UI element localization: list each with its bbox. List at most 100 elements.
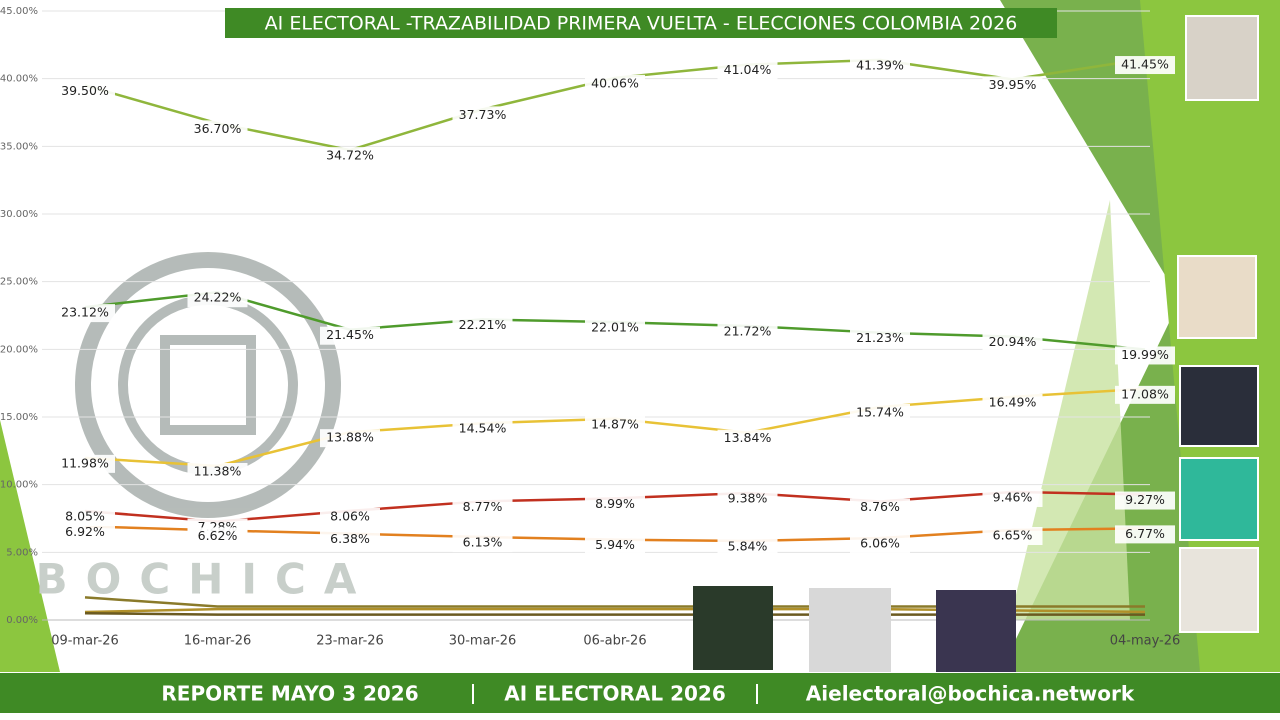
value-label-bg: [452, 498, 513, 517]
value-label-bg: [850, 498, 910, 517]
value-label: 6.62%: [198, 528, 238, 543]
value-label-bg: [452, 534, 513, 553]
value-label: 22.21%: [459, 317, 507, 332]
value-label-bg: [850, 329, 910, 348]
value-label-bg: [452, 316, 513, 335]
value-label-bg: [850, 56, 910, 75]
value-label-bg: [717, 429, 778, 448]
y-tick-label: 45.00%: [0, 6, 38, 17]
value-label-bg: [982, 76, 1043, 95]
x-tick-label: 09-mar-26: [51, 634, 119, 649]
footer-text: Aielectoral@bochica.network: [806, 682, 1135, 706]
value-label-bg: [1115, 346, 1175, 365]
value-label: 9.27%: [1125, 492, 1165, 507]
value-label: 9.38%: [728, 491, 768, 506]
y-tick-label: 40.00%: [0, 74, 38, 85]
value-label: 13.88%: [326, 430, 374, 445]
value-label-bg: [55, 304, 115, 323]
value-label: 21.23%: [856, 330, 904, 345]
x-tick-label: 06-abr-26: [583, 634, 646, 649]
value-label: 21.45%: [326, 327, 374, 342]
value-label: 39.95%: [989, 77, 1037, 92]
value-label: 39.50%: [61, 83, 109, 98]
value-label-bg: [585, 495, 645, 514]
value-label: 6.92%: [65, 524, 105, 539]
value-label: 6.06%: [860, 535, 900, 550]
value-label-bg: [717, 537, 778, 556]
y-tick-label: 35.00%: [0, 141, 38, 152]
value-label: 8.05%: [65, 509, 105, 524]
y-tick-label: 25.00%: [0, 277, 38, 288]
value-label: 6.65%: [993, 528, 1033, 543]
value-label-bg: [1115, 385, 1175, 404]
value-label-bg: [1115, 525, 1175, 544]
footer-text: REPORTE MAYO 3 2026: [161, 682, 418, 706]
value-label: 8.99%: [595, 496, 635, 511]
value-label: 6.77%: [1125, 526, 1165, 541]
value-label: 37.73%: [459, 107, 507, 122]
value-label: 8.06%: [330, 508, 370, 523]
value-label-bg: [320, 429, 380, 448]
value-label-bg: [320, 147, 380, 166]
value-label-bg: [1115, 56, 1175, 75]
value-label: 17.08%: [1121, 386, 1169, 401]
value-label: 13.84%: [724, 430, 772, 445]
value-label-bg: [982, 393, 1043, 412]
x-tick-label: 04-may-26: [1110, 634, 1181, 649]
value-label-bg: [55, 82, 115, 101]
value-label-bg: [717, 490, 778, 509]
y-tick-label: 10.00%: [0, 480, 38, 491]
value-label: 41.45%: [1121, 57, 1169, 72]
value-label: 11.38%: [194, 463, 242, 478]
value-label-bg: [717, 323, 778, 342]
value-label: 34.72%: [326, 148, 374, 163]
candidate-photos: [693, 15, 1259, 672]
decor: [0, 420, 60, 672]
value-label: 22.01%: [591, 320, 639, 335]
x-tick-label: 30-mar-26: [449, 634, 517, 649]
watermark: BOCHICA: [36, 555, 375, 604]
value-label-bg: [55, 454, 115, 473]
value-label-bg: [187, 462, 248, 481]
value-label: 5.84%: [728, 538, 768, 553]
y-tick-label: 5.00%: [6, 547, 38, 558]
value-label: 8.76%: [860, 499, 900, 514]
value-label-bg: [320, 507, 380, 526]
value-label: 14.87%: [591, 416, 639, 431]
y-tick-label: 20.00%: [0, 344, 38, 355]
value-label-bg: [55, 508, 115, 527]
value-label: 41.04%: [724, 62, 772, 77]
footer-text: AI ELECTORAL 2026: [504, 682, 726, 706]
value-label-bg: [850, 534, 910, 553]
y-tick-label: 15.00%: [0, 412, 38, 423]
value-label-bg: [187, 527, 248, 546]
value-label-bg: [585, 415, 645, 434]
decor: [1010, 200, 1130, 620]
value-label-bg: [850, 403, 910, 422]
value-label: 5.94%: [595, 537, 635, 552]
x-tick-label: 16-mar-26: [184, 634, 252, 649]
value-label: 15.74%: [856, 404, 904, 419]
value-label: 9.46%: [993, 489, 1033, 504]
value-label: 20.94%: [989, 334, 1037, 349]
chart-title: AI ELECTORAL -TRAZABILIDAD PRIMERA VUELT…: [265, 13, 1018, 35]
value-label: 16.49%: [989, 394, 1037, 409]
value-label-bg: [982, 488, 1043, 507]
value-label-bg: [982, 527, 1043, 546]
value-label-bg: [982, 333, 1043, 352]
value-label: 41.39%: [856, 57, 904, 72]
value-label-bg: [187, 289, 248, 308]
value-label: 23.12%: [61, 305, 109, 320]
value-label: 24.22%: [194, 290, 242, 305]
value-label-bg: [55, 523, 115, 542]
footer-bar: [0, 673, 1280, 713]
value-label: 19.99%: [1121, 347, 1169, 362]
value-label-bg: [585, 74, 645, 93]
x-tick-label: 23-mar-26: [316, 634, 384, 649]
value-label-bg: [187, 120, 248, 139]
value-label: 11.98%: [61, 455, 109, 470]
y-tick-label: 30.00%: [0, 209, 38, 220]
y-tick-label: 0.00%: [6, 615, 38, 626]
value-label: 6.13%: [463, 535, 503, 550]
